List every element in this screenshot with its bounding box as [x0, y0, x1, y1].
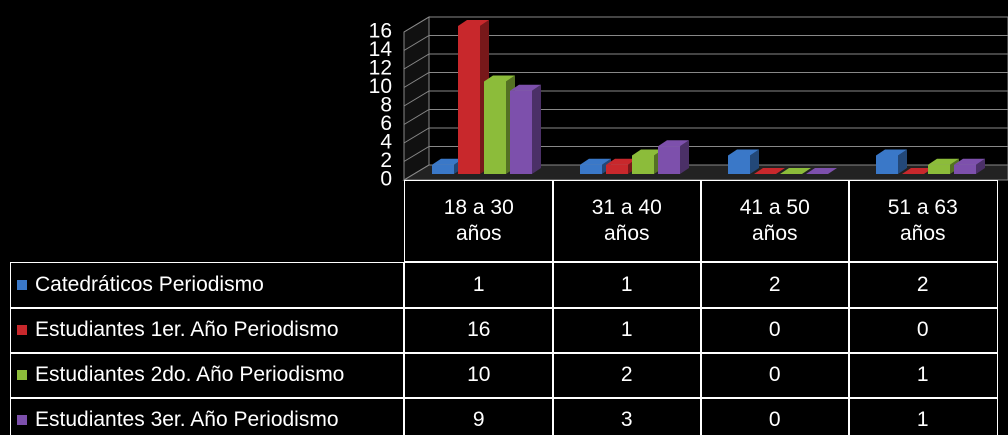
category-header: 41 a 50 años — [700, 180, 850, 262]
bar-side — [532, 84, 541, 174]
bar-side — [680, 140, 689, 174]
grid-line — [403, 72, 1008, 88]
y-tick-label: 4 — [380, 131, 392, 154]
bar-top — [876, 149, 907, 156]
bar-top — [928, 158, 959, 165]
bar — [606, 164, 628, 174]
grid-line — [403, 90, 1008, 107]
bar-top — [606, 158, 637, 165]
legend-label: Estudiantes 1er. Año Periodismo — [35, 318, 339, 342]
legend-label: Estudiantes 2do. Año Periodismo — [35, 363, 345, 387]
y-tick-label: 6 — [380, 112, 392, 135]
table-value: 1 — [848, 352, 998, 399]
legend-cell: Estudiantes 3er. Año Periodismo — [10, 397, 404, 435]
table-value: 1 — [552, 262, 702, 309]
table-value: 3 — [552, 397, 702, 435]
bar — [432, 164, 454, 174]
table-value: 1 — [552, 307, 702, 354]
bar — [954, 164, 976, 174]
bar — [928, 164, 950, 174]
bar-side — [750, 149, 759, 174]
legend-label: Catedráticos Periodismo — [35, 273, 264, 297]
table-value: 10 — [404, 352, 554, 399]
table-value: 2 — [700, 262, 850, 309]
y-tick-label: 12 — [369, 57, 392, 80]
table-value: 1 — [404, 262, 554, 309]
grid-line — [403, 16, 1008, 33]
bar-top — [806, 168, 837, 174]
bar — [876, 155, 898, 174]
bar-top — [580, 158, 611, 165]
bar — [728, 155, 750, 174]
bar-top — [780, 168, 811, 174]
legend-swatch — [17, 280, 27, 291]
table-value: 2 — [848, 262, 998, 309]
grid-line — [403, 109, 1008, 125]
table-value: 0 — [700, 397, 850, 435]
bar — [580, 164, 602, 174]
bar — [458, 26, 480, 174]
bar-side — [898, 149, 907, 174]
table-value: 0 — [700, 307, 850, 354]
bar-top — [754, 168, 785, 174]
grid-line — [403, 35, 1008, 51]
bar-side — [976, 158, 985, 174]
y-tick-label: 14 — [369, 38, 393, 61]
bar-top — [902, 168, 933, 174]
bar-top — [658, 140, 689, 147]
table-value: 1 — [848, 397, 998, 435]
bar-top — [728, 149, 759, 156]
bar-top — [432, 158, 463, 165]
grid-line — [403, 53, 1008, 70]
bar — [658, 146, 680, 174]
category-header: 51 a 63 años — [848, 180, 998, 262]
bar — [632, 155, 654, 174]
y-tick-label: 16 — [369, 20, 392, 43]
table-value: 9 — [404, 397, 554, 435]
bar-top — [510, 84, 541, 91]
table-value: 0 — [848, 307, 998, 354]
grid-line — [403, 127, 1008, 144]
category-header: 31 a 40 años — [552, 180, 702, 262]
y-tick-label: 0 — [380, 168, 392, 191]
grid-line — [403, 146, 1008, 162]
legend-swatch — [17, 415, 27, 426]
table-value: 16 — [404, 307, 554, 354]
bar-top — [458, 20, 489, 26]
category-header: 18 a 30 años — [404, 180, 554, 262]
legend-cell: Catedráticos Periodismo — [10, 262, 404, 309]
y-tick-label: 8 — [380, 94, 392, 117]
table-value: 2 — [552, 352, 702, 399]
y-tick-label: 2 — [380, 149, 392, 172]
legend-swatch — [17, 370, 27, 381]
y-tick-label: 10 — [369, 75, 392, 98]
legend-cell: Estudiantes 1er. Año Periodismo — [10, 307, 404, 354]
bar-top — [632, 149, 663, 156]
legend-cell: Estudiantes 2do. Año Periodismo — [10, 352, 404, 399]
legend-swatch — [17, 325, 27, 336]
bar-top — [954, 158, 985, 165]
bar-top — [484, 75, 515, 82]
grid-line — [403, 164, 1008, 181]
table-value: 0 — [700, 352, 850, 399]
bar — [510, 90, 532, 174]
bar — [484, 81, 506, 174]
legend-label: Estudiantes 3er. Año Periodismo — [35, 408, 339, 432]
